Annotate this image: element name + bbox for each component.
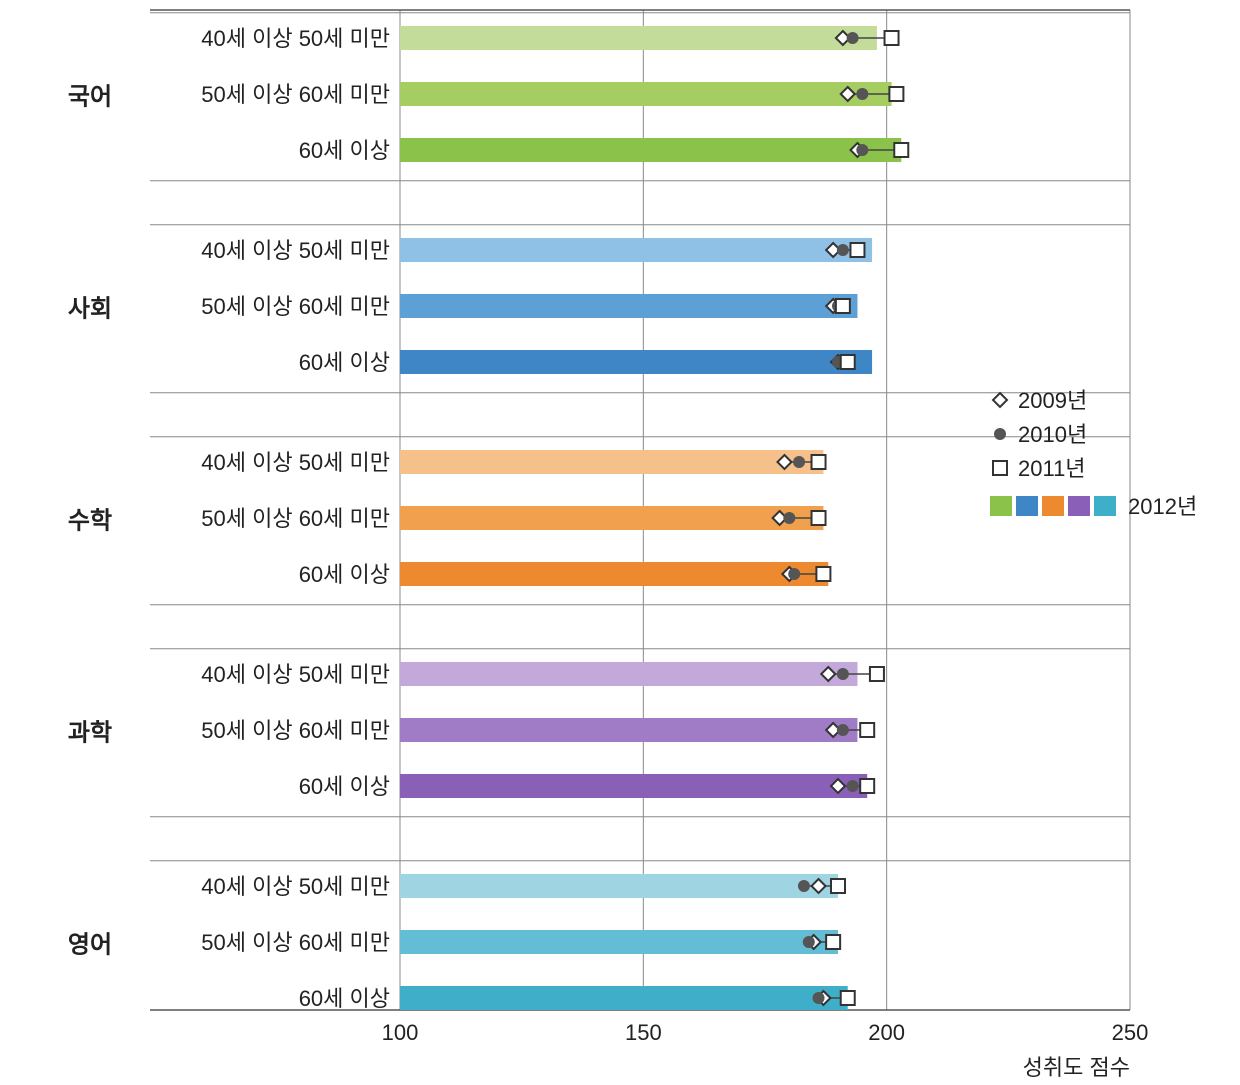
bar-2012	[400, 718, 857, 742]
legend-swatch	[1016, 496, 1038, 516]
age-group-label: 60세 이상	[299, 562, 390, 587]
bar-2012	[400, 506, 823, 530]
legend-item-label: 2012년	[1128, 494, 1197, 519]
bar-2012	[400, 562, 828, 586]
bar-2012	[400, 138, 901, 162]
x-tick-label: 150	[625, 1020, 662, 1045]
x-axis-title: 성취도 점수	[1023, 1055, 1130, 1080]
age-group-label: 60세 이상	[299, 138, 390, 163]
legend-item-label: 2009년	[1018, 388, 1087, 413]
bar-2012	[400, 450, 823, 474]
bar-2012	[400, 350, 872, 374]
x-tick-label: 100	[382, 1020, 419, 1045]
age-group-label: 40세 이상 50세 미만	[201, 26, 390, 51]
bar-2012	[400, 82, 892, 106]
bar-2012	[400, 874, 838, 898]
age-group-label: 50세 이상 60세 미만	[201, 718, 390, 743]
age-group-label: 40세 이상 50세 미만	[201, 662, 390, 687]
age-group-label: 40세 이상 50세 미만	[201, 874, 390, 899]
subject-label: 과학	[68, 719, 112, 746]
subject-label: 사회	[68, 295, 112, 322]
age-group-label: 50세 이상 60세 미만	[201, 930, 390, 955]
age-group-label: 60세 이상	[299, 986, 390, 1011]
subject-label: 영어	[68, 931, 112, 958]
x-tick-label: 250	[1112, 1020, 1149, 1045]
age-group-label: 60세 이상	[299, 774, 390, 799]
age-group-label: 40세 이상 50세 미만	[201, 450, 390, 475]
x-tick-label: 200	[868, 1020, 905, 1045]
bar-2012	[400, 294, 857, 318]
chart-svg: 100 150 200 250 성취도 점수 국어 40세 이상 50세 미만 50세 이상 …	[0, 0, 1240, 1085]
bar-2012	[400, 774, 867, 798]
legend-swatch	[1094, 496, 1116, 516]
bar-2012	[400, 26, 877, 50]
age-group-label: 40세 이상 50세 미만	[201, 238, 390, 263]
subject-label: 국어	[68, 83, 112, 110]
achievement-chart: 100 150 200 250 성취도 점수 국어 40세 이상 50세 미만 50세 이상 …	[0, 0, 1240, 1085]
bar-2012	[400, 238, 872, 262]
legend-swatch	[1068, 496, 1090, 516]
legend-swatch	[990, 496, 1012, 516]
bar-2012	[400, 986, 848, 1010]
subject-label: 수학	[68, 507, 112, 534]
legend-swatch	[1042, 496, 1064, 516]
bar-2012	[400, 662, 857, 686]
legend-item-label: 2011년	[1018, 456, 1086, 481]
age-group-label: 50세 이상 60세 미만	[201, 506, 390, 531]
bar-2012	[400, 930, 838, 954]
legend-item-label: 2010년	[1018, 422, 1087, 447]
age-group-label: 50세 이상 60세 미만	[201, 82, 390, 107]
age-group-label: 50세 이상 60세 미만	[201, 294, 390, 319]
age-group-label: 60세 이상	[299, 350, 390, 375]
